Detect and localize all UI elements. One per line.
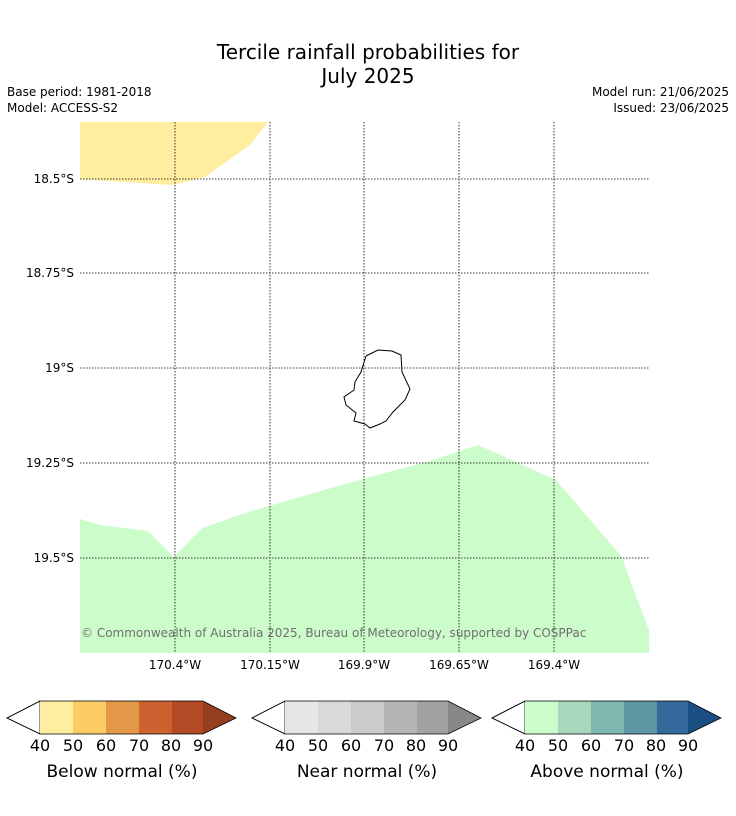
chart-title-line1: Tercile rainfall probabilities for [216,40,520,64]
above-normal-region [80,445,649,653]
lon-label-4: 169.65°W [429,658,489,672]
colorbar-below-tick-80: 80 [160,736,182,755]
colorbar-below-max-arrow [203,701,236,734]
below-normal-region [80,122,268,185]
lat-label-2: 18.75°S [26,266,74,280]
colorbar-near-title: Near normal (%) [296,762,438,782]
colorbar-below-swatch-4 [139,701,172,734]
colorbar-above-tick-80: 80 [645,736,667,755]
lat-label-1: 18.5°S [34,172,74,186]
colorbar-near-tick-80: 80 [405,736,427,755]
model-text: Model: ACCESS-S2 [7,101,119,115]
colorbar-near-max-arrow [448,701,481,734]
colorbar-near-normal: 40 50 60 70 80 90 Near normal (%) [251,700,483,800]
chart-title-line2: July 2025 [321,64,415,88]
colorbar-below-normal: 40 50 60 70 80 90 Below normal (%) [6,700,238,800]
colorbar-below-title: Below normal (%) [46,762,198,782]
lat-label-5: 19.5°S [34,551,74,565]
colorbar-below-tick-60: 60 [95,736,117,755]
colorbar-near-swatch-5 [417,701,448,734]
colorbar-above-normal: 40 50 60 70 80 90 Above normal (%) [491,700,723,800]
colorbar-above-swatch-2 [558,701,591,734]
copyright-text: © Commonwealth of Australia 2025, Bureau… [81,626,587,640]
colorbar-below-swatch-1 [40,701,73,734]
colorbar-above-swatch-5 [657,701,688,734]
lon-label-2: 170.15°W [240,658,300,672]
colorbar-near-tick-60: 60 [340,736,362,755]
colorbar-above-tick-40: 40 [514,736,536,755]
colorbar-above-swatch-3 [591,701,624,734]
colorbar-below-swatch-3 [106,701,139,734]
colorbar-near-swatch-4 [384,701,417,734]
model-run-text: Model run: 21/06/2025 [591,85,729,99]
lon-label-3: 169.9°W [338,658,390,672]
colorbar-near-tick-70: 70 [373,736,395,755]
rainfall-map: 18.5°S 18.75°S 19°S 19.25°S 19.5°S 170.4… [26,122,649,672]
colorbar-near-tick-90: 90 [437,736,459,755]
latitude-labels: 18.5°S 18.75°S 19°S 19.25°S 19.5°S [26,172,74,565]
colorbar-below-swatch-5 [172,701,203,734]
issued-text: Issued: 23/06/2025 [613,101,729,115]
lon-label-1: 170.4°W [149,658,201,672]
colorbar-above-title: Above normal (%) [530,762,684,782]
colorbar-near-min-arrow [251,700,286,735]
colorbar-above-swatch-4 [624,701,657,734]
lat-label-4: 19.25°S [26,456,74,470]
colorbar-near-tick-40: 40 [274,736,296,755]
colorbar-near-swatch-2 [318,701,351,734]
lat-label-3: 19°S [45,361,74,375]
colorbar-near-swatch-3 [351,701,384,734]
colorbar-near-tick-50: 50 [307,736,329,755]
colorbar-near-swatch-1 [285,701,318,734]
colorbar-below-swatches [6,700,237,735]
colorbar-above-tick-50: 50 [547,736,569,755]
colorbar-above-min-arrow [491,700,526,735]
colorbar-below-tick-90: 90 [192,736,214,755]
colorbar-above-tick-70: 70 [613,736,635,755]
grid-lines [80,122,649,653]
colorbar-above-max-arrow [688,701,721,734]
colorbar-below-swatch-2 [73,701,106,734]
colorbar-below-tick-70: 70 [128,736,150,755]
colorbar-below-tick-50: 50 [62,736,84,755]
colorbar-above-tick-90: 90 [677,736,699,755]
colorbar-above-tick-60: 60 [580,736,602,755]
longitude-labels: 170.4°W 170.15°W 169.9°W 169.65°W 169.4°… [149,658,580,672]
colorbar-near-swatches [251,700,482,735]
island-outline [343,349,411,429]
colorbar-below-tick-40: 40 [29,736,51,755]
colorbar-above-swatch-1 [525,701,558,734]
base-period-text: Base period: 1981-2018 [7,85,152,99]
lon-label-5: 169.4°W [528,658,580,672]
colorbar-above-swatches [491,700,722,735]
colorbar-below-min-arrow [6,700,41,735]
